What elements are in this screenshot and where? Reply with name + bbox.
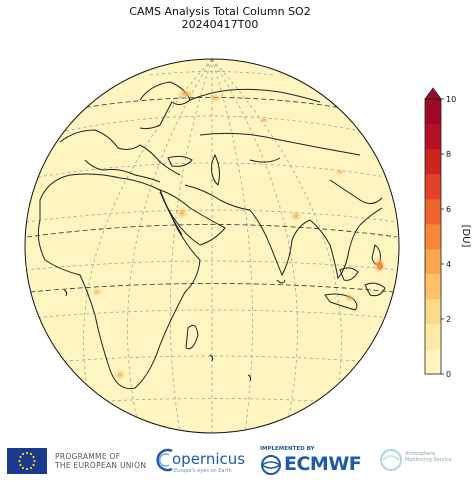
colorbar-tick-label: 2: [446, 315, 451, 324]
footer-logos: PROGRAMME OF THE EUROPEAN UNION opernicu…: [0, 436, 474, 482]
copernicus-logo-icon: [156, 448, 173, 472]
colorbar-segment: [425, 224, 441, 250]
colorbar-segment: [425, 274, 441, 300]
colorbar-segment: [425, 174, 441, 200]
eu-flag-icon: [7, 448, 47, 474]
globe-outline: [24, 58, 400, 434]
colorbar: 0 2 4 6 8 10 [DU]: [424, 87, 471, 379]
colorbar-segment: [425, 349, 441, 375]
chart-title: CAMS Analysis Total Column SO2: [129, 5, 311, 18]
ecmwf-globe-icon: [261, 455, 281, 475]
colorbar-extend-arrow: [424, 87, 442, 100]
colorbar-segments: [425, 99, 441, 375]
colorbar-frame: [424, 98, 442, 375]
colorbar-segment: [425, 199, 441, 225]
colorbar-segment: [425, 124, 441, 150]
colorbar-tick-label: 6: [446, 205, 451, 214]
colorbar-tick-label: 10: [446, 95, 456, 104]
copernicus-name: opernicus: [172, 450, 246, 468]
chart-date: 20240417T00: [181, 18, 259, 31]
colorbar-ticks: 0 2 4 6 8 10: [441, 95, 456, 379]
so2-hotspots: [92, 89, 386, 380]
colorbar-tick-label: 4: [446, 260, 451, 269]
eu-programme-text: PROGRAMME OF THE EUROPEAN UNION: [55, 452, 147, 470]
copernicus-tagline: Europe's eyes on Earth: [174, 468, 232, 474]
atmosphere-service-icon: [380, 449, 402, 471]
coastlines: [37, 81, 386, 390]
ecmwf-name: ECMWF: [284, 453, 362, 475]
colorbar-tick-label: 8: [446, 150, 451, 159]
colorbar-segment: [425, 99, 441, 125]
globe-map: [24, 58, 400, 434]
colorbar-segment: [425, 249, 441, 275]
colorbar-tick-label: 0: [446, 370, 451, 379]
tropic-lines: [26, 97, 398, 293]
colorbar-unit-label: [DU]: [460, 225, 471, 248]
colorbar-segment: [425, 299, 441, 325]
implemented-by-text: IMPLEMENTED BY: [260, 446, 315, 452]
colorbar-segment: [425, 149, 441, 175]
colorbar-segment: [425, 324, 441, 350]
atmosphere-service-text: Atmosphere Monitoring Service: [405, 451, 452, 463]
